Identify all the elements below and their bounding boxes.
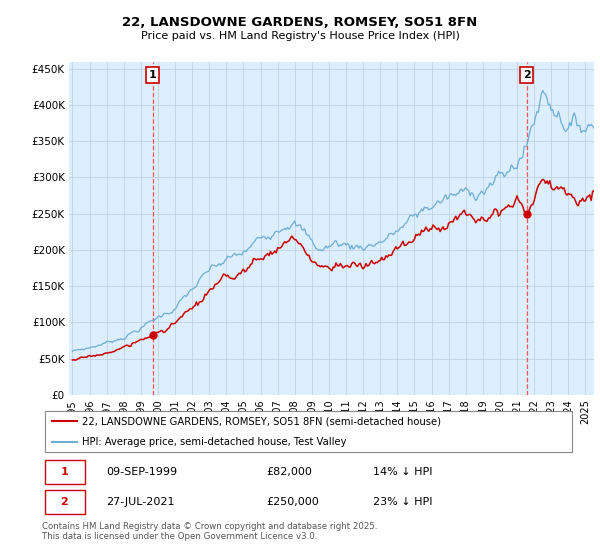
- Text: £82,000: £82,000: [266, 468, 312, 477]
- Text: 2: 2: [61, 497, 68, 507]
- Text: £250,000: £250,000: [266, 497, 319, 507]
- Text: 1: 1: [149, 70, 157, 80]
- FancyBboxPatch shape: [44, 411, 572, 452]
- Text: 22, LANSDOWNE GARDENS, ROMSEY, SO51 8FN (semi-detached house): 22, LANSDOWNE GARDENS, ROMSEY, SO51 8FN …: [82, 416, 441, 426]
- Text: 2: 2: [523, 70, 530, 80]
- Text: 22, LANSDOWNE GARDENS, ROMSEY, SO51 8FN: 22, LANSDOWNE GARDENS, ROMSEY, SO51 8FN: [122, 16, 478, 29]
- FancyBboxPatch shape: [44, 460, 85, 484]
- Text: 14% ↓ HPI: 14% ↓ HPI: [373, 468, 433, 477]
- Text: 23% ↓ HPI: 23% ↓ HPI: [373, 497, 433, 507]
- Text: Price paid vs. HM Land Registry's House Price Index (HPI): Price paid vs. HM Land Registry's House …: [140, 31, 460, 41]
- FancyBboxPatch shape: [44, 490, 85, 515]
- Text: HPI: Average price, semi-detached house, Test Valley: HPI: Average price, semi-detached house,…: [82, 437, 347, 447]
- Text: 27-JUL-2021: 27-JUL-2021: [106, 497, 175, 507]
- Text: Contains HM Land Registry data © Crown copyright and database right 2025.
This d: Contains HM Land Registry data © Crown c…: [42, 522, 377, 542]
- Text: 09-SEP-1999: 09-SEP-1999: [106, 468, 177, 477]
- Text: 1: 1: [61, 468, 68, 477]
